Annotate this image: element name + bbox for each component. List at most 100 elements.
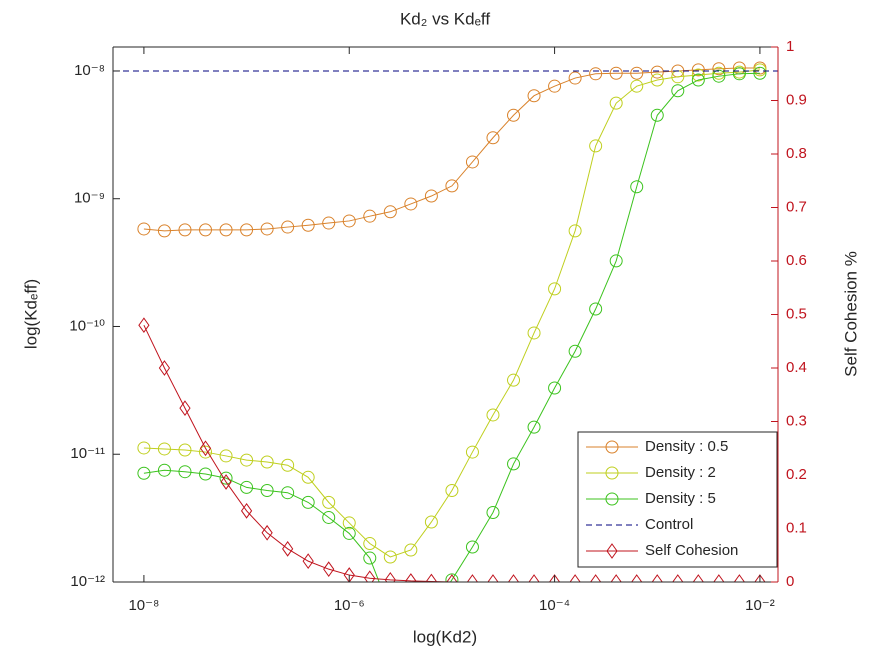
marker <box>753 66 767 80</box>
marker <box>712 66 726 80</box>
marker <box>363 551 377 565</box>
marker <box>404 543 418 557</box>
marker <box>219 449 233 463</box>
plot-area <box>113 61 778 582</box>
marker <box>671 84 685 98</box>
marker <box>691 73 705 87</box>
marker <box>261 524 273 541</box>
marker <box>323 561 335 578</box>
marker <box>281 486 295 500</box>
marker <box>302 553 314 569</box>
marker <box>445 573 459 582</box>
legend-label: Density : 2 <box>645 464 716 481</box>
y2-tick-label: 0 <box>786 573 794 590</box>
marker <box>301 218 315 232</box>
marker <box>568 344 582 358</box>
y-tick-label: 10⁻¹¹ <box>70 445 105 462</box>
marker <box>590 574 602 582</box>
marker <box>342 214 356 228</box>
legend-marker <box>605 440 619 454</box>
marker <box>486 408 500 422</box>
x-tick-label: 10⁻⁴ <box>539 597 570 614</box>
marker <box>157 463 171 477</box>
marker <box>712 69 726 83</box>
series-line <box>143 72 760 582</box>
marker <box>609 254 623 268</box>
marker <box>507 574 520 582</box>
marker <box>240 223 254 237</box>
marker <box>691 68 705 82</box>
x-tick-label: 10⁻⁶ <box>334 597 365 614</box>
marker <box>548 79 562 93</box>
y-tick-label: 10⁻¹⁰ <box>69 317 105 334</box>
y2-tick-label: 0.5 <box>786 305 807 322</box>
series-line <box>143 324 760 582</box>
marker <box>322 495 336 509</box>
marker <box>178 465 192 479</box>
legend-label: Density : 5 <box>645 490 716 507</box>
marker <box>446 574 458 582</box>
y2-tick-label: 0.2 <box>786 466 807 483</box>
marker <box>692 574 704 582</box>
marker <box>650 73 664 87</box>
legend-label: Control <box>645 516 693 533</box>
marker <box>157 224 171 238</box>
marker <box>179 400 191 416</box>
y2-tick-label: 0.4 <box>786 359 807 376</box>
marker <box>568 224 582 238</box>
marker <box>363 209 377 223</box>
marker <box>301 495 315 509</box>
marker <box>465 155 479 169</box>
series-line <box>143 67 760 232</box>
y2-tick-label: 0.3 <box>786 412 807 429</box>
marker <box>630 79 644 93</box>
y-tick-label: 10⁻¹² <box>70 573 105 590</box>
marker <box>650 108 664 122</box>
y2-axis-label: Self Cohesion % <box>841 251 860 377</box>
marker <box>610 574 622 582</box>
y-tick-label: 10⁻⁹ <box>74 190 105 207</box>
marker <box>486 505 500 519</box>
marker <box>507 108 521 122</box>
marker <box>240 453 254 467</box>
y2-tick-label: 0.7 <box>786 198 807 215</box>
marker <box>137 441 151 455</box>
marker <box>732 67 746 81</box>
marker <box>630 180 644 194</box>
marker <box>528 574 540 582</box>
marker <box>220 474 232 490</box>
marker <box>322 216 336 230</box>
marker <box>260 222 274 236</box>
y2-tick-label: 0.1 <box>786 519 807 536</box>
marker <box>199 445 213 459</box>
marker <box>282 540 294 557</box>
marker <box>631 574 643 582</box>
marker <box>527 89 541 103</box>
marker <box>507 457 521 471</box>
marker <box>465 540 479 554</box>
y2-tick-label: 0.6 <box>786 252 807 269</box>
marker <box>219 471 233 485</box>
marker <box>672 574 684 582</box>
series-line <box>143 69 760 558</box>
marker <box>363 537 377 551</box>
marker <box>507 373 521 387</box>
marker <box>548 381 562 395</box>
marker <box>260 455 274 469</box>
marker <box>240 502 253 519</box>
marker <box>281 220 295 234</box>
marker <box>650 65 664 79</box>
marker <box>630 66 644 80</box>
marker <box>753 63 767 77</box>
marker <box>424 189 438 203</box>
marker <box>157 442 171 456</box>
y-axis-label: log(Kdₑff) <box>21 279 40 349</box>
marker <box>712 62 726 76</box>
marker <box>609 66 623 80</box>
marker <box>260 484 274 498</box>
marker <box>199 223 213 237</box>
marker <box>589 139 603 153</box>
marker <box>589 67 603 81</box>
marker <box>138 317 150 334</box>
x-axis-label: log(Kd2) <box>413 627 477 646</box>
